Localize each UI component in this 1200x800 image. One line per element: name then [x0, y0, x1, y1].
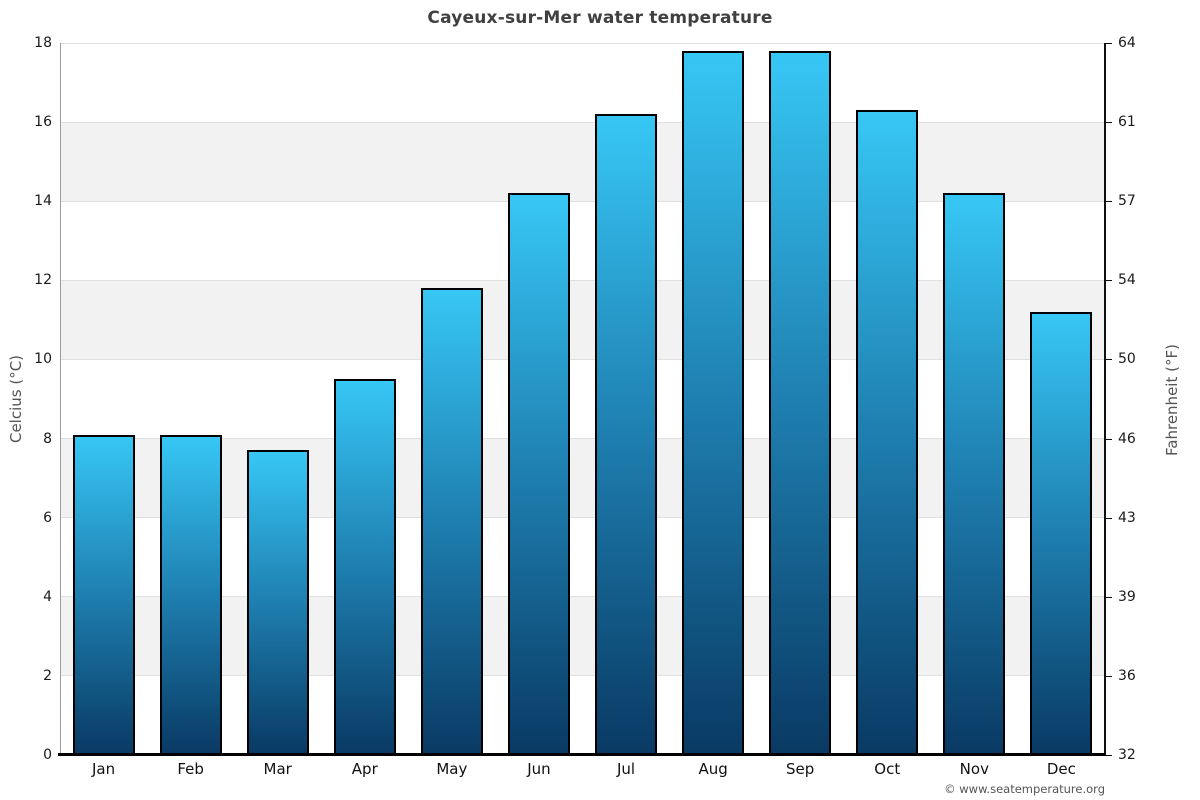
bar-nov — [943, 193, 1006, 755]
y-tick-celsius-8: 8 — [43, 430, 52, 447]
bar-sep — [769, 50, 832, 755]
y-tick-fahrenheit-46: 46 — [1118, 430, 1136, 447]
y-tick-mark — [1106, 359, 1112, 361]
y-tick-celsius-16: 16 — [34, 114, 52, 131]
y-axis-right-line — [1104, 43, 1106, 755]
copyright-text: © www.seatemperature.org — [944, 782, 1105, 796]
x-tick-nov: Nov — [959, 760, 989, 778]
y-tick-fahrenheit-36: 36 — [1118, 667, 1136, 684]
bar-jul — [595, 114, 658, 755]
y-tick-celsius-18: 18 — [34, 35, 52, 51]
x-axis-line — [58, 753, 1106, 756]
y-tick-mark — [1106, 201, 1112, 203]
y-tick-fahrenheit-64: 64 — [1118, 35, 1136, 51]
y-tick-celsius-12: 12 — [34, 272, 52, 289]
y-tick-mark — [1106, 517, 1112, 519]
bar-jan — [72, 434, 135, 755]
plot-area — [60, 42, 1105, 755]
gridline — [60, 42, 1105, 44]
y-tick-mark — [1106, 755, 1112, 756]
gridline — [60, 121, 1105, 123]
background-band — [60, 517, 1105, 597]
bar-feb — [159, 434, 222, 755]
bar-aug — [682, 50, 745, 755]
y-tick-mark — [1106, 675, 1112, 677]
gridline — [60, 358, 1105, 360]
x-axis-month-labels: Jan Feb Mar Apr May Jun Jul Aug Sep Oct Nov Dec — [60, 760, 1105, 782]
y-tick-celsius-4: 4 — [43, 588, 52, 605]
background-band — [60, 675, 1105, 755]
y-tick-mark — [1106, 122, 1112, 124]
gridline — [60, 675, 1105, 677]
x-tick-dec: Dec — [1046, 760, 1076, 778]
background-band — [60, 280, 1105, 360]
y-tick-celsius-14: 14 — [34, 193, 52, 210]
bar-apr — [333, 379, 396, 755]
gridline — [60, 517, 1105, 519]
y-tick-fahrenheit-43: 43 — [1118, 509, 1136, 526]
gridline — [60, 596, 1105, 598]
x-tick-aug: Aug — [698, 760, 728, 778]
y-axis-left-line — [60, 43, 61, 755]
x-tick-jan: Jan — [91, 760, 116, 778]
y-axis-left-tick-labels: 0 2 4 6 8 10 12 14 16 18 — [0, 35, 52, 763]
bar-jun — [507, 193, 570, 755]
background-band — [60, 201, 1105, 281]
y-tick-mark — [1106, 596, 1112, 598]
y-tick-fahrenheit-57: 57 — [1118, 193, 1136, 210]
x-tick-sep: Sep — [786, 760, 815, 778]
bar-mar — [246, 450, 309, 755]
y-axis-right-title: Fahrenheit (°F) — [1163, 344, 1181, 456]
bar-oct — [856, 110, 919, 755]
background-band — [60, 438, 1105, 518]
y-tick-mark — [1106, 438, 1112, 440]
background-band — [60, 359, 1105, 439]
y-axis-right-tick-labels: 32 36 39 43 46 50 54 57 61 64 — [1106, 35, 1176, 763]
gridline — [60, 279, 1105, 281]
x-tick-feb: Feb — [177, 760, 204, 778]
y-axis-left-title: Celcius (°C) — [7, 354, 25, 444]
x-tick-jul: Jul — [616, 760, 636, 778]
y-tick-mark — [1106, 280, 1112, 282]
y-tick-fahrenheit-50: 50 — [1118, 351, 1136, 368]
bar-dec — [1030, 311, 1093, 755]
x-tick-mar: Mar — [263, 760, 292, 778]
y-tick-fahrenheit-61: 61 — [1118, 114, 1136, 131]
y-tick-mark — [1106, 43, 1112, 44]
y-tick-celsius-2: 2 — [43, 667, 52, 684]
x-tick-jun: Jun — [527, 760, 551, 778]
y-tick-fahrenheit-32: 32 — [1118, 747, 1136, 763]
x-tick-apr: Apr — [351, 760, 378, 778]
x-tick-may: May — [436, 760, 468, 778]
y-tick-celsius-0: 0 — [43, 747, 52, 763]
gridline — [60, 200, 1105, 202]
page-title: Cayeux-sur-Mer water temperature — [427, 8, 773, 28]
x-tick-oct: Oct — [874, 760, 901, 778]
y-tick-fahrenheit-54: 54 — [1118, 272, 1136, 289]
y-tick-fahrenheit-39: 39 — [1118, 588, 1136, 605]
background-band — [60, 43, 1105, 123]
y-tick-celsius-6: 6 — [43, 509, 52, 526]
background-band — [60, 122, 1105, 202]
background-band — [60, 596, 1105, 676]
gridline — [60, 438, 1105, 440]
bar-may — [420, 288, 483, 755]
y-tick-celsius-10: 10 — [34, 351, 52, 368]
